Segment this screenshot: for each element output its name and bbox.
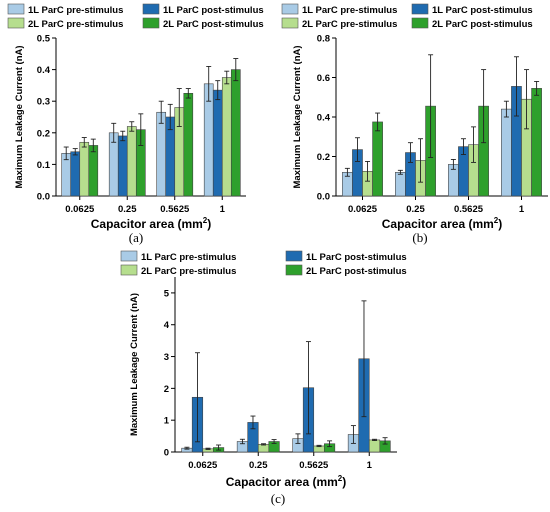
y-tick-label: 0.8 (317, 34, 330, 45)
bar (156, 111, 167, 197)
legend-label: 2L ParC pre-stimulus (141, 266, 236, 277)
legend-swatch (142, 3, 160, 15)
y-tick-label: 0.4 (317, 113, 331, 124)
y-axis-label: Maximum Leakage Current (nA) (14, 45, 25, 188)
x-tick-label: 0.5625 (454, 204, 484, 215)
chart-panel-a: 1L ParC pre-stimulus 1L ParC post-stimulu… (7, 3, 264, 245)
legend-swatch (411, 17, 429, 29)
x-tick-label: 0.25 (249, 460, 268, 471)
chart-panel-c: 1L ParC pre-stimulus 1L ParC post-stimulu… (120, 250, 407, 506)
x-tick-label: 1 (519, 204, 525, 215)
legend-label: 2L ParC post-stimulus (163, 19, 264, 30)
bar (257, 444, 270, 453)
legend-label: 1L ParC post-stimulus (163, 5, 264, 16)
legend-swatch (285, 250, 303, 262)
bar (79, 141, 90, 197)
x-axis-label-sup: 2 (494, 216, 499, 225)
legend-label: 1L ParC post-stimulus (432, 5, 533, 16)
legend-label: 1L ParC pre-stimulus (302, 5, 397, 16)
y-tick-label: 0.3 (37, 97, 50, 108)
y-tick-label: 3 (164, 352, 169, 363)
x-axis-label: Capacitor area (mm2) (382, 216, 503, 231)
y-tick-label: 0.2 (317, 152, 330, 163)
x-tick-label: 0.0625 (348, 204, 378, 215)
bar (88, 145, 99, 197)
legend-label: 1L ParC pre-stimulus (28, 5, 123, 16)
bar (372, 121, 383, 197)
x-axis-label-end: ) (498, 217, 502, 231)
panel-label: (c) (271, 491, 285, 506)
x-tick-label: 0.25 (118, 204, 137, 215)
x-axis-label-end: ) (207, 217, 211, 231)
y-tick-label: 0.4 (37, 65, 51, 76)
bar (395, 172, 406, 197)
legend-label: 1L ParC post-stimulus (306, 252, 407, 263)
legend-swatch (411, 3, 429, 15)
x-axis-label-sup: 2 (203, 216, 208, 225)
bar (126, 126, 137, 197)
legend-label: 2L ParC post-stimulus (306, 266, 407, 277)
y-tick-label: 4 (164, 320, 170, 331)
y-tick-label: 0.0 (37, 192, 50, 203)
panel-label: (b) (412, 230, 427, 245)
panel-label: (a) (129, 230, 143, 245)
x-tick-label: 1 (220, 204, 226, 215)
x-tick-label: 0.5625 (299, 460, 329, 471)
bar (221, 77, 232, 197)
x-tick-label: 0.0625 (65, 204, 95, 215)
x-axis-label-end: ) (342, 475, 346, 489)
x-tick-label: 1 (367, 460, 373, 471)
chart-panel-b: 1L ParC pre-stimulus 1L ParC post-stimulu… (281, 3, 548, 245)
bar (183, 93, 194, 197)
legend-swatch (120, 250, 138, 262)
legend-swatch (285, 264, 303, 276)
x-axis-label-sup: 2 (338, 474, 343, 483)
legend-label: 2L ParC pre-stimulus (28, 19, 123, 30)
y-tick-label: 1 (164, 416, 170, 427)
legend-label: 1L ParC pre-stimulus (141, 252, 236, 263)
y-tick-label: 0.5 (37, 34, 51, 45)
x-tick-label: 0.0625 (188, 460, 218, 471)
y-tick-label: 0.2 (37, 128, 50, 139)
bar (70, 151, 81, 197)
x-tick-label: 0.5625 (160, 204, 190, 215)
legend-label: 2L ParC post-stimulus (432, 19, 533, 30)
legend-swatch (7, 3, 25, 15)
y-tick-label: 0.1 (37, 160, 51, 171)
y-tick-label: 0 (164, 448, 169, 459)
legend-swatch (281, 17, 299, 29)
legend-swatch (7, 17, 25, 29)
y-axis-label: Maximum Leakage Current (nA) (129, 293, 140, 436)
bar (368, 439, 381, 453)
y-tick-label: 0.0 (317, 192, 330, 203)
x-axis-label: Capacitor area (mm2) (91, 216, 212, 231)
bar (531, 88, 542, 197)
bar (501, 108, 512, 197)
legend-swatch (142, 17, 160, 29)
legend-swatch (281, 3, 299, 15)
legend-swatch (120, 264, 138, 276)
bar (212, 89, 223, 197)
x-axis-label: Capacitor area (mm2) (226, 474, 347, 489)
y-tick-label: 5 (164, 288, 170, 299)
legend-label: 2L ParC pre-stimulus (302, 19, 397, 30)
y-tick-label: 2 (164, 384, 169, 395)
x-tick-label: 0.25 (406, 204, 425, 215)
x-axis-label-text: Capacitor area (mm (226, 475, 338, 489)
x-axis-label-text: Capacitor area (mm (382, 217, 494, 231)
bar (230, 69, 241, 197)
y-axis-label: Maximum Leakage Current (nA) (292, 45, 303, 188)
x-axis-label-text: Capacitor area (mm (91, 217, 203, 231)
y-tick-label: 0.6 (317, 73, 330, 84)
bar (117, 135, 128, 197)
